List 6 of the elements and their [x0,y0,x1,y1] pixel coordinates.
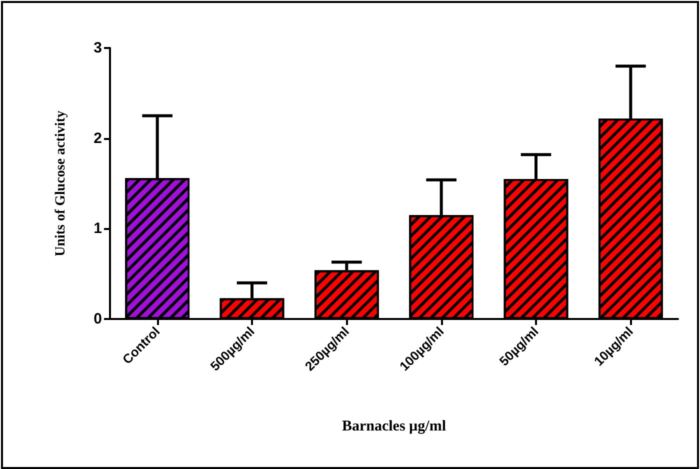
y-axis-title: Units of Glucose activity [54,110,68,256]
y-tick-label: 3 [94,40,102,56]
y-tick-label: 2 [94,130,102,147]
y-tick-label: 0 [94,310,102,328]
x-axis-title: Barnacles µg/ml [342,418,446,434]
y-tick-label: 1 [94,220,102,238]
